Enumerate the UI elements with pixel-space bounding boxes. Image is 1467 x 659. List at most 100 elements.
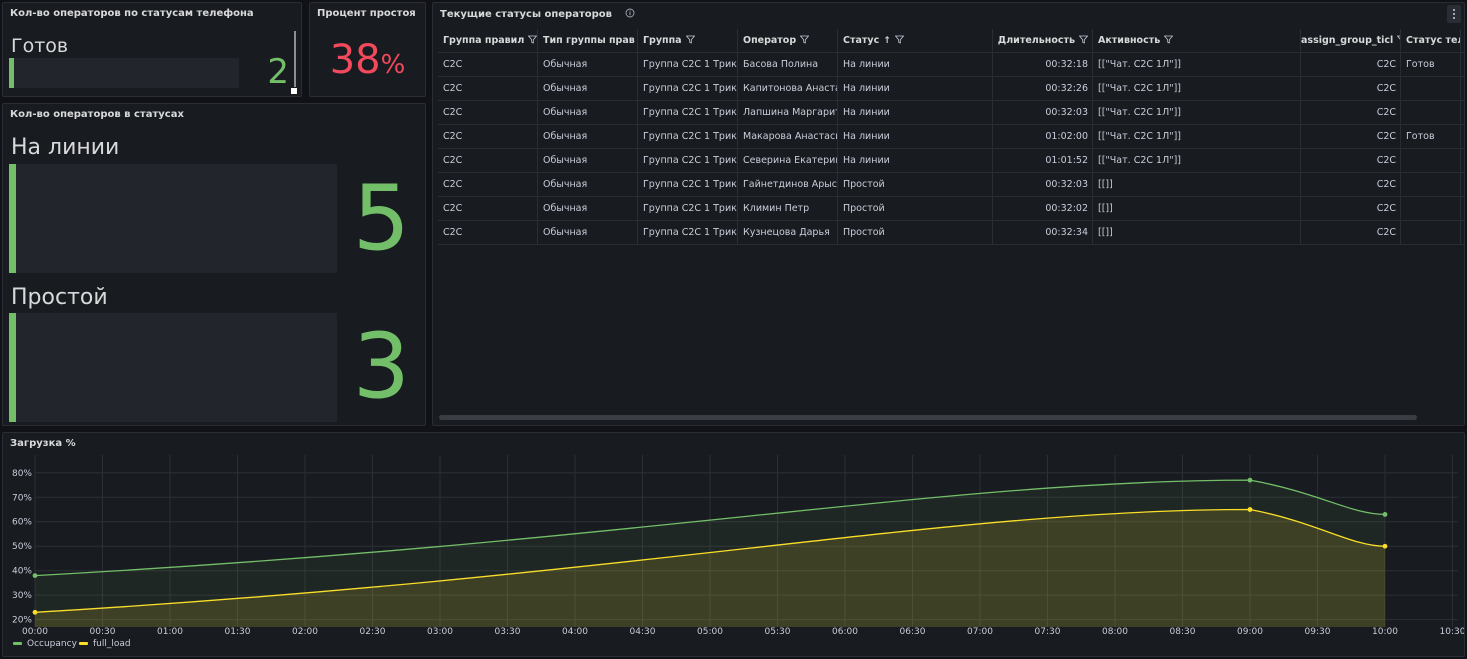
table-row[interactable]: C2C Обычная Группа C2C 1 Трикоз Гайнетдинов… bbox=[438, 173, 1464, 197]
table-cell: [["Чат. C2C 1Л"]] bbox=[1093, 125, 1301, 149]
column-header[interactable]: Тип группы прав bbox=[538, 29, 638, 53]
column-header[interactable]: Длительность bbox=[993, 29, 1093, 53]
table-cell: 00:32:26 bbox=[993, 77, 1093, 101]
table-cell bbox=[1401, 101, 1461, 125]
table-cell: 00:32:03 bbox=[993, 101, 1093, 125]
filter-icon[interactable] bbox=[799, 30, 810, 44]
table-cell: C2C bbox=[1301, 197, 1401, 221]
table-cell: Лапшина Маргарита bbox=[738, 101, 838, 125]
filter-icon[interactable] bbox=[685, 30, 695, 44]
resize-handle[interactable] bbox=[291, 88, 297, 94]
phone-status-panel-title: Кол-во операторов по статусам телефона bbox=[10, 8, 254, 19]
table-cell: Группа C2C 1 Трикоз bbox=[638, 197, 738, 221]
column-header-label: assign_group_ticl bbox=[1301, 35, 1394, 46]
column-header[interactable]: Оператор bbox=[738, 29, 838, 53]
table-cell: Макарова Анастасия bbox=[738, 125, 838, 149]
table-cell: [["Чат. C2C 1Л"]] bbox=[1093, 53, 1301, 77]
x-tick-label: 00:30 bbox=[90, 627, 116, 637]
x-tick-label: 01:30 bbox=[225, 627, 251, 637]
bar-gauge-value-online: 5 bbox=[352, 166, 410, 271]
table-cell bbox=[1401, 149, 1461, 173]
table-row[interactable]: C2C Обычная Группа C2C 1 Трикоз Лапшина Мар… bbox=[438, 101, 1464, 125]
kebab-menu-icon[interactable] bbox=[1447, 5, 1461, 23]
column-header[interactable]: Активность bbox=[1093, 29, 1301, 53]
bar-gauge-scroll-track[interactable] bbox=[294, 31, 296, 87]
table-cell: Обычная bbox=[538, 221, 638, 245]
x-tick-label: 03:00 bbox=[427, 627, 453, 637]
x-tick-label: 06:00 bbox=[832, 627, 858, 637]
table-cell: C2C bbox=[1301, 77, 1401, 101]
table-cell: Группа C2C 1 Трикоз bbox=[638, 221, 738, 245]
bar-gauge-track-idle bbox=[9, 313, 337, 422]
info-icon[interactable] bbox=[625, 8, 635, 18]
load-chart[interactable]: 20% 30% 40% 50% 60% 70% 80% 00:00 00:30 01:00 01:3… bbox=[3, 433, 1465, 657]
filter-icon[interactable] bbox=[527, 30, 537, 44]
table-cell: Обычная bbox=[538, 173, 638, 197]
filter-icon[interactable] bbox=[894, 30, 905, 44]
table-cell: На линии bbox=[838, 149, 993, 173]
table-cell: Кузнецова Дарья bbox=[738, 221, 838, 245]
data-point bbox=[1247, 477, 1253, 483]
table-cell: Обычная bbox=[538, 125, 638, 149]
bar-gauge-fill-online bbox=[9, 164, 16, 273]
column-header-label: Статус bbox=[843, 35, 880, 46]
bar-gauge-value: 2 bbox=[267, 52, 289, 92]
filter-icon[interactable] bbox=[1163, 30, 1174, 44]
table-cell: [[]] bbox=[1093, 197, 1301, 221]
table-cell: C2C bbox=[1301, 149, 1401, 173]
table-cell: Группа C2C 1 Трикоз bbox=[638, 125, 738, 149]
table-cell: Обычная bbox=[538, 197, 638, 221]
column-header-label: Длительность bbox=[997, 35, 1075, 46]
column-header[interactable]: Группа правил bbox=[438, 29, 538, 53]
column-header[interactable]: Статус теле bbox=[1401, 29, 1461, 53]
column-header-label: Статус теле bbox=[1406, 35, 1460, 46]
x-tick-label: 02:00 bbox=[292, 627, 318, 637]
table-row[interactable]: C2C Обычная Группа C2C 1 Трикоз Басова Поли… bbox=[438, 53, 1464, 77]
table-cell: Простой bbox=[838, 221, 993, 245]
bar-gauge-track-online bbox=[9, 164, 337, 273]
sort-ascending-icon[interactable]: ↑ bbox=[883, 36, 891, 46]
table-row[interactable]: C2C Обычная Группа C2C 1 Трикоз Климин Петр… bbox=[438, 197, 1464, 221]
table-cell: Обычная bbox=[538, 77, 638, 101]
legend-label: Occupancy bbox=[27, 639, 78, 649]
idle-percent-unit: % bbox=[380, 50, 406, 80]
legend-swatch bbox=[79, 642, 88, 645]
column-header[interactable]: Группа bbox=[638, 29, 738, 53]
operator-statuses-panel: Кол-во операторов в статусах На линии 5 … bbox=[2, 103, 426, 426]
data-point bbox=[1382, 512, 1388, 517]
table-cell: Группа C2C 1 Трикоз bbox=[638, 77, 738, 101]
x-tick-label: 10:00 bbox=[1372, 627, 1398, 637]
table-row[interactable]: C2C Обычная Группа C2C 1 Трикоз Капитонова … bbox=[438, 77, 1464, 101]
y-tick-label: 20% bbox=[12, 616, 32, 626]
bar-gauge-label: Готов bbox=[11, 35, 69, 57]
table-cell: [["Чат. C2C 1Л"]] bbox=[1093, 101, 1301, 125]
table-cell: Капитонова Анастас bbox=[738, 77, 838, 101]
table-cell: Обычная bbox=[538, 101, 638, 125]
table-cell: Басова Полина bbox=[738, 53, 838, 77]
table-row[interactable]: C2C Обычная Группа C2C 1 Трикоз Северина Ек… bbox=[438, 149, 1464, 173]
series-area-Occupancy bbox=[35, 480, 1385, 627]
horizontal-scrollbar[interactable] bbox=[439, 415, 1417, 420]
operator-table: Группа правил Тип группы прав Группа Операт… bbox=[438, 29, 1464, 245]
table-cell: C2C bbox=[438, 149, 538, 173]
operator-statuses-panel-title: Кол-во операторов в статусах bbox=[10, 109, 184, 120]
column-header[interactable]: Статус ↑ bbox=[838, 29, 993, 53]
x-tick-label: 09:30 bbox=[1305, 627, 1331, 637]
table-header-row: Группа правил Тип группы прав Группа Операт… bbox=[438, 29, 1464, 53]
x-tick-label: 01:00 bbox=[157, 627, 183, 637]
y-tick-label: 50% bbox=[12, 542, 32, 552]
x-tick-label: 10:30 bbox=[1440, 627, 1465, 637]
y-tick-label: 80% bbox=[12, 469, 32, 479]
column-header-label: Группа правил bbox=[443, 35, 525, 46]
column-header[interactable]: assign_group_ticl bbox=[1301, 29, 1401, 53]
filter-icon[interactable] bbox=[1078, 30, 1089, 44]
table-row[interactable]: C2C Обычная Группа C2C 1 Трикоз Кузнецова Д… bbox=[438, 221, 1464, 245]
table-cell: 00:32:03 bbox=[993, 173, 1093, 197]
column-header-label: Группа bbox=[643, 35, 682, 46]
table-row[interactable]: C2C Обычная Группа C2C 1 Трикоз Макарова Ан… bbox=[438, 125, 1464, 149]
bar-gauge-label-idle: Простой bbox=[11, 285, 108, 310]
data-point bbox=[32, 573, 38, 578]
column-header-label: Тип группы прав bbox=[543, 35, 635, 46]
idle-percent-stat: 38% bbox=[310, 37, 425, 83]
legend-swatch bbox=[13, 642, 22, 645]
